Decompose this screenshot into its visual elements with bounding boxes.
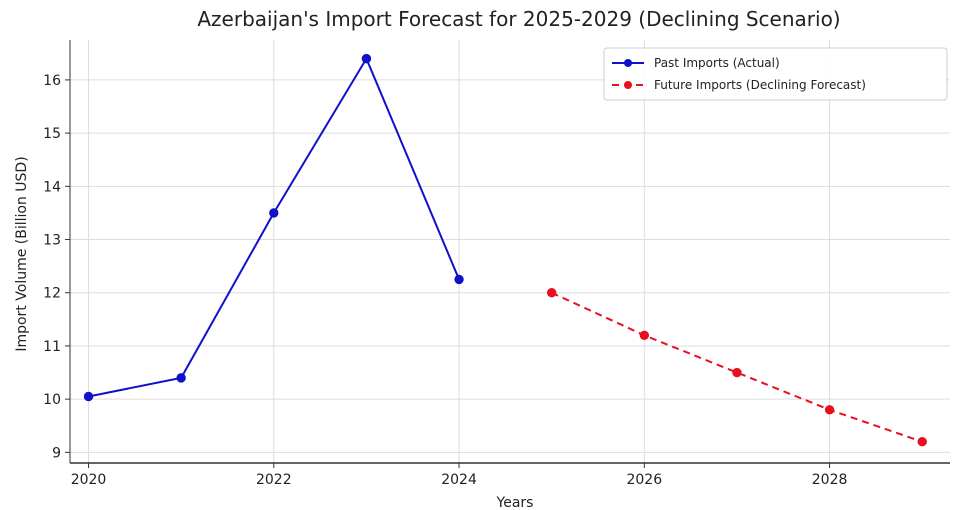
y-axis-label: Import Volume (Billion USD) xyxy=(14,156,30,351)
y-tick-label: 14 xyxy=(43,179,61,195)
data-point xyxy=(454,274,464,285)
y-tick-label: 13 xyxy=(43,233,61,249)
x-tick-label: 2020 xyxy=(71,472,107,488)
data-point xyxy=(824,405,835,415)
y-tick-label: 16 xyxy=(43,73,61,89)
y-tick-label: 12 xyxy=(43,286,61,302)
data-point xyxy=(361,53,372,64)
axes: 2020 2022 2024 2026 2028 9 10 11 12 13 14 15 16 xyxy=(43,40,950,488)
data-point xyxy=(546,288,557,298)
legend-swatch-marker xyxy=(624,81,632,89)
series-layer xyxy=(83,53,927,447)
y-tick-label: 9 xyxy=(52,445,61,461)
data-point xyxy=(917,437,927,447)
chart-title: Azerbaijan's Import Forecast for 2025-20… xyxy=(197,7,840,31)
x-tick-label: 2022 xyxy=(256,472,292,488)
legend-swatch-marker xyxy=(624,59,632,67)
x-axis-label: Years xyxy=(496,495,534,510)
grid xyxy=(70,40,950,463)
y-tick-label: 11 xyxy=(43,339,61,355)
y-tick-label: 15 xyxy=(43,126,61,142)
x-tick-label: 2028 xyxy=(812,472,848,488)
legend: Past Imports (Actual) Future Imports (Dec… xyxy=(603,47,948,101)
legend-entry-label: Future Imports (Declining Forecast) xyxy=(654,78,866,92)
data-point xyxy=(639,330,650,341)
legend-box xyxy=(603,47,948,101)
x-tick-label: 2026 xyxy=(626,472,662,488)
x-tick-label: 2024 xyxy=(441,472,477,488)
data-point xyxy=(269,208,279,218)
y-tick-label: 10 xyxy=(43,392,61,408)
data-point xyxy=(176,373,186,383)
legend-entry-label: Past Imports (Actual) xyxy=(654,56,780,70)
data-point xyxy=(83,391,94,402)
data-point xyxy=(732,367,742,378)
series-line-2 xyxy=(551,291,923,443)
